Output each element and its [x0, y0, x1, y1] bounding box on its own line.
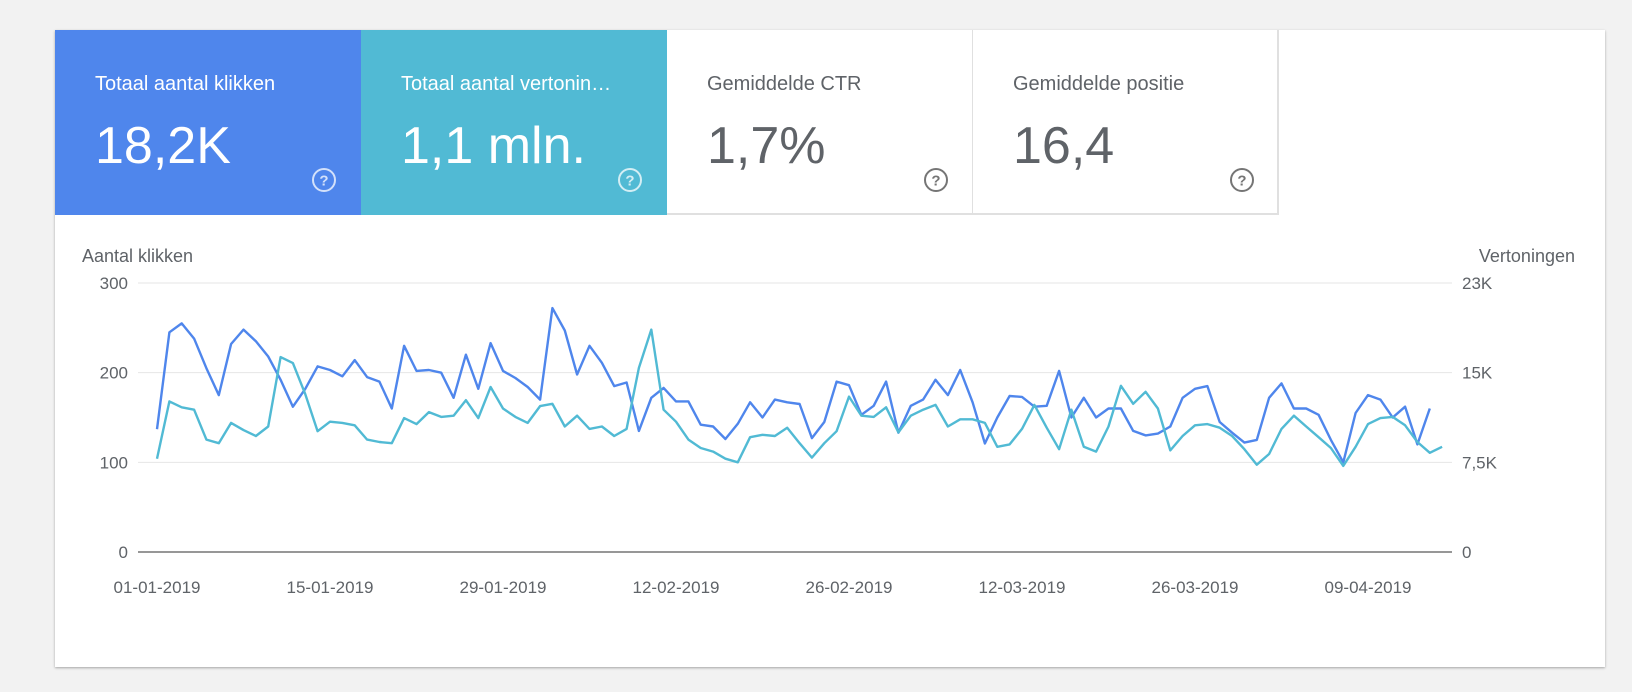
series-line [155, 306, 1431, 464]
metric-tile-clicks[interactable]: Totaal aantal klikken 18,2K ? [55, 30, 361, 215]
metric-tile-impressions[interactable]: Totaal aantal vertoningen 1,1 mln. ? [361, 30, 667, 215]
x-tick-label: 29-01-2019 [460, 578, 547, 597]
svg-text:?: ? [1237, 173, 1246, 190]
performance-chart: 0 100 200 300 0 7,5K 15K 23K 01-01-2019 15-01-2… [100, 274, 1498, 597]
x-tick-label: 09-04-2019 [1325, 578, 1412, 597]
y-axis-left: 0 100 200 300 [100, 274, 128, 562]
x-tick-label: 26-02-2019 [806, 578, 893, 597]
x-tick-label: 15-01-2019 [287, 578, 374, 597]
x-tick-label: 01-01-2019 [114, 578, 201, 597]
y-left-tick-label: 200 [100, 364, 128, 383]
y-right-tick-label: 23K [1462, 274, 1493, 293]
x-axis: 01-01-2019 15-01-2019 29-01-2019 12-02-2019… [114, 578, 1412, 597]
performance-card: Totaal aantal klikken 18,2K ? Totaal aan… [55, 30, 1605, 667]
y-right-tick-label: 0 [1462, 543, 1471, 562]
help-icon[interactable]: ? [923, 167, 949, 193]
metric-tile-position[interactable]: Gemiddelde positie 16,4 ? [973, 30, 1279, 215]
chart-gridlines [138, 282, 1452, 553]
y-left-tick-label: 0 [119, 543, 128, 562]
metric-value: 18,2K [95, 117, 231, 175]
metric-value: 16,4 [1013, 117, 1115, 175]
help-icon[interactable]: ? [311, 167, 337, 193]
y-axis-right: 0 7,5K 15K 23K [1462, 274, 1498, 562]
chart-series [155, 306, 1443, 468]
y-axis-left-title: Aantal klikken [82, 246, 194, 266]
metric-tile-ctr[interactable]: Gemiddelde CTR 1,7% ? [667, 30, 974, 215]
svg-text:?: ? [319, 173, 328, 190]
y-right-tick-label: 7,5K [1462, 453, 1498, 472]
x-tick-label: 12-02-2019 [633, 578, 720, 597]
y-left-tick-label: 100 [100, 453, 128, 472]
svg-text:?: ? [931, 173, 940, 190]
help-icon[interactable]: ? [617, 167, 643, 193]
help-icon[interactable]: ? [1229, 167, 1255, 193]
y-right-tick-label: 15K [1462, 364, 1493, 383]
svg-text:?: ? [625, 173, 634, 190]
metric-value: 1,7% [707, 117, 826, 175]
y-axis-right-title: Vertoningen [1478, 246, 1575, 266]
x-tick-label: 26-03-2019 [1152, 578, 1239, 597]
metric-value: 1,1 mln. [401, 117, 586, 175]
x-tick-label: 12-03-2019 [979, 578, 1066, 597]
series-line [155, 328, 1443, 468]
y-left-tick-label: 300 [100, 274, 128, 293]
